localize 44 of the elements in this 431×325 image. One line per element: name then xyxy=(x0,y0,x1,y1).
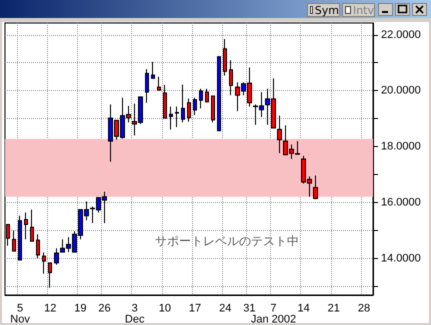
candlestick xyxy=(229,60,233,96)
candlestick xyxy=(181,84,185,123)
x-tick-label: 31 xyxy=(243,302,256,314)
candlestick xyxy=(211,96,215,123)
candlestick xyxy=(54,248,59,266)
candlestick xyxy=(42,252,46,274)
candlestick xyxy=(12,230,16,252)
candlestick xyxy=(48,262,52,288)
candlestick xyxy=(30,209,34,242)
candlestick xyxy=(151,61,155,79)
y-tick-label: 18.0000 xyxy=(381,140,421,153)
y-tick-label: 22.0000 xyxy=(381,28,421,41)
x-tick-label: 5 Nov xyxy=(10,302,30,325)
y-tick-label: 14.0000 xyxy=(381,252,421,265)
candlestick xyxy=(313,175,318,200)
candlestick xyxy=(169,106,173,130)
candlestick xyxy=(36,234,40,259)
x-tick-label: 14 xyxy=(298,302,310,314)
candlestick xyxy=(163,84,167,119)
candlestick xyxy=(187,98,191,122)
x-tick-label: 17 xyxy=(188,302,202,314)
candlestick xyxy=(205,88,209,102)
x-tick-label: 21 xyxy=(328,302,340,314)
x-tick-label: 12 xyxy=(44,302,56,314)
text: Sym xyxy=(314,4,339,16)
candlestick xyxy=(157,76,161,91)
x-tick-label: 10 xyxy=(158,302,171,314)
y-tick-label: 16.0000 xyxy=(381,196,421,209)
candlestick xyxy=(223,38,227,76)
text: Intv xyxy=(352,4,374,16)
x-tick-label: 19 xyxy=(74,302,87,314)
candlestick xyxy=(175,106,179,128)
candlestick xyxy=(193,97,197,116)
candlestick xyxy=(217,56,221,132)
candlestick xyxy=(18,215,22,261)
x-tick-label: 28 xyxy=(358,302,370,314)
x-tick-label: 24 xyxy=(219,302,232,314)
x-tick-label: 3 Dec xyxy=(124,302,145,325)
candlestick xyxy=(277,115,282,154)
candlestick xyxy=(199,88,203,109)
x-tick-label: 26 xyxy=(98,302,111,314)
candlestick xyxy=(24,212,28,240)
candlestick xyxy=(145,68,149,104)
y-tick-label: 20.0000 xyxy=(381,84,421,97)
